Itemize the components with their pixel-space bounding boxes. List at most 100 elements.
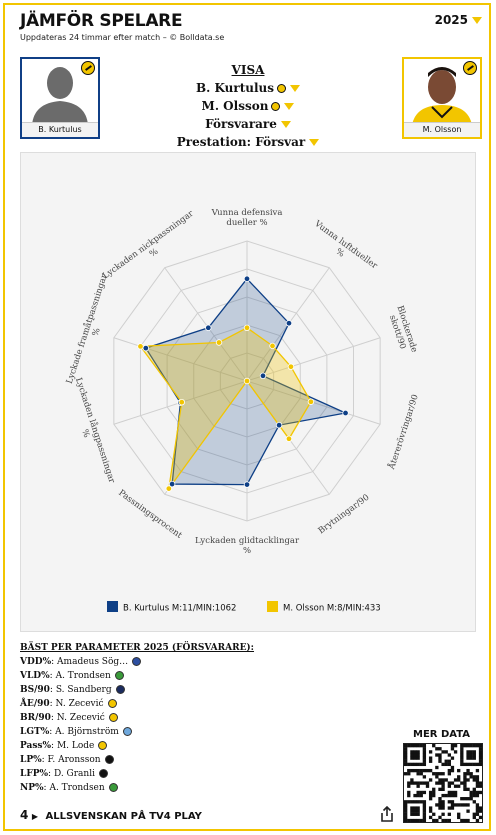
data-point: [342, 409, 349, 417]
club-badge-icon: [122, 727, 132, 736]
best-row-player: : Amadeus Sög…: [51, 657, 129, 667]
position-label: Försvarare: [205, 117, 277, 131]
data-point: [205, 324, 212, 331]
best-row: VDD%: Amadeus Sög…: [20, 655, 254, 669]
axis-label-text: dueller %: [226, 218, 267, 228]
axis-label-text: Passningsprocent: [116, 488, 184, 541]
position-selector[interactable]: Försvarare: [150, 115, 346, 133]
player2-selector[interactable]: M. Olsson: [150, 97, 346, 115]
page-subtitle: Uppdateras 24 timmar efter match – © Bol…: [20, 33, 225, 42]
best-row-player: : D. Granli: [48, 769, 95, 779]
best-row: VLD%: A. Trondsen: [20, 669, 254, 683]
best-row-key: NP%: [20, 783, 44, 793]
qr-code-icon: [404, 744, 483, 823]
axis-label-text: Vunna luftdueller: [312, 218, 380, 271]
club-badge-icon: [98, 769, 108, 778]
axis-label: Lyckade framåtpassningar%: [63, 271, 110, 385]
club-badge-icon: [107, 699, 117, 708]
data-point: [168, 480, 176, 488]
legend-swatch: [107, 601, 118, 612]
player2-label: M. Olsson: [201, 99, 269, 113]
best-row-key: VDD%: [20, 657, 52, 667]
axis-label-text: Lyckaden nickpassningar: [101, 208, 196, 281]
tv4-number: 4: [20, 808, 29, 822]
axis-label-text: Lyckade framåtpassningar: [63, 271, 110, 385]
best-row-key: Pass%: [20, 741, 52, 751]
data-point: [137, 343, 144, 350]
club-badge-icon: [81, 61, 95, 75]
axis-label: Lyckaden glidtacklingar%: [195, 536, 300, 556]
club-badge-icon: [108, 713, 118, 722]
visa-panel: VISA B. Kurtulus M. Olsson Försvarare Pr…: [150, 61, 346, 151]
chevron-down-icon: [309, 139, 320, 146]
chevron-down-icon: [472, 17, 482, 24]
radar-chart: Vunna defensiva dueller % Vunna luftduelle…: [20, 152, 476, 632]
chevron-down-icon: [280, 121, 291, 128]
best-row: Pass%: M. Lode: [20, 739, 254, 753]
data-point: [285, 320, 293, 327]
data-point: [287, 363, 295, 370]
best-row-key: BS/90: [20, 685, 50, 695]
qr-code[interactable]: [403, 743, 483, 823]
best-row: BS/90: S. Sandberg: [20, 683, 254, 697]
footer-link[interactable]: 4 ▶ ALLSVENSKAN PÅ TV4 PLAY: [20, 808, 202, 822]
best-row: NP%: A. Trondsen: [20, 781, 254, 795]
prestation-selector[interactable]: Prestation: Försvar: [150, 133, 346, 151]
data-point: [165, 485, 173, 492]
best-row-key: LGT%: [20, 727, 50, 737]
grid-spoke: [113, 337, 248, 382]
best-row: ÅE/90: N. Zecević: [20, 697, 254, 711]
footer-label: ALLSVENSKAN PÅ TV4 PLAY: [45, 811, 202, 822]
data-point: [215, 339, 223, 346]
best-row: LP%: F. Aronsson: [20, 753, 254, 767]
legend-swatch: [267, 601, 278, 612]
data-point: [142, 344, 150, 352]
club-badge-icon: [463, 61, 477, 75]
year-label: 2025: [434, 13, 468, 27]
best-row-player: : S. Sandberg: [49, 685, 112, 695]
player-card-right[interactable]: M. Olsson: [402, 57, 482, 139]
axis-label-text: %: [79, 428, 91, 439]
player-card-left[interactable]: B. Kurtulus: [20, 57, 100, 139]
club-badge-icon: [115, 685, 125, 694]
player-name-right: M. Olsson: [404, 122, 480, 137]
axis-label-text: %: [91, 327, 103, 338]
data-point: [285, 435, 293, 442]
player1-selector[interactable]: B. Kurtulus: [150, 79, 346, 97]
data-point: [243, 324, 251, 331]
best-row-key: LFP%: [20, 769, 49, 779]
player-name-left: B. Kurtulus: [22, 122, 98, 137]
page-title: JÄMFÖR SPELARE: [20, 11, 183, 31]
data-point: [259, 372, 267, 380]
axis-label: Återerövringar/90: [385, 393, 421, 472]
player1-label: B. Kurtulus: [195, 81, 275, 95]
best-row: LFP%: D. Granli: [20, 767, 254, 781]
share-icon[interactable]: [380, 806, 394, 822]
axis-label: Vunna luftdueller%: [312, 218, 380, 271]
data-point: [275, 421, 283, 429]
best-heading: BÄST PER PARAMETER 2025 (FÖRSVARARE):: [20, 643, 255, 653]
best-row-player: : A. Björnström: [49, 727, 119, 737]
best-row: BR/90: N. Zecević: [20, 711, 254, 725]
best-row-player: : N. Zecević: [50, 713, 105, 723]
axis-label-text: Vunna defensiva: [211, 208, 283, 218]
club-badge-icon: [104, 755, 114, 764]
data-point: [269, 342, 276, 350]
club-badge-icon: [114, 671, 124, 680]
play-icon: ▶: [31, 812, 38, 821]
best-row-player: : M. Lode: [51, 741, 95, 751]
year-selector[interactable]: 2025: [435, 13, 482, 27]
grid-spoke: [246, 337, 381, 382]
best-row-key: BR/90: [20, 713, 51, 723]
club-badge-icon: [132, 657, 142, 666]
grid-spoke: [164, 267, 248, 382]
chevron-down-icon: [284, 103, 295, 110]
best-row-player: : A. Trondsen: [49, 671, 111, 681]
data-point: [243, 377, 251, 385]
best-per-parameter: BÄST PER PARAMETER 2025 (FÖRSVARARE): VD…: [20, 643, 254, 795]
best-row: LGT%: A. Björnström: [20, 725, 254, 739]
club-badge-icon: [108, 783, 118, 792]
